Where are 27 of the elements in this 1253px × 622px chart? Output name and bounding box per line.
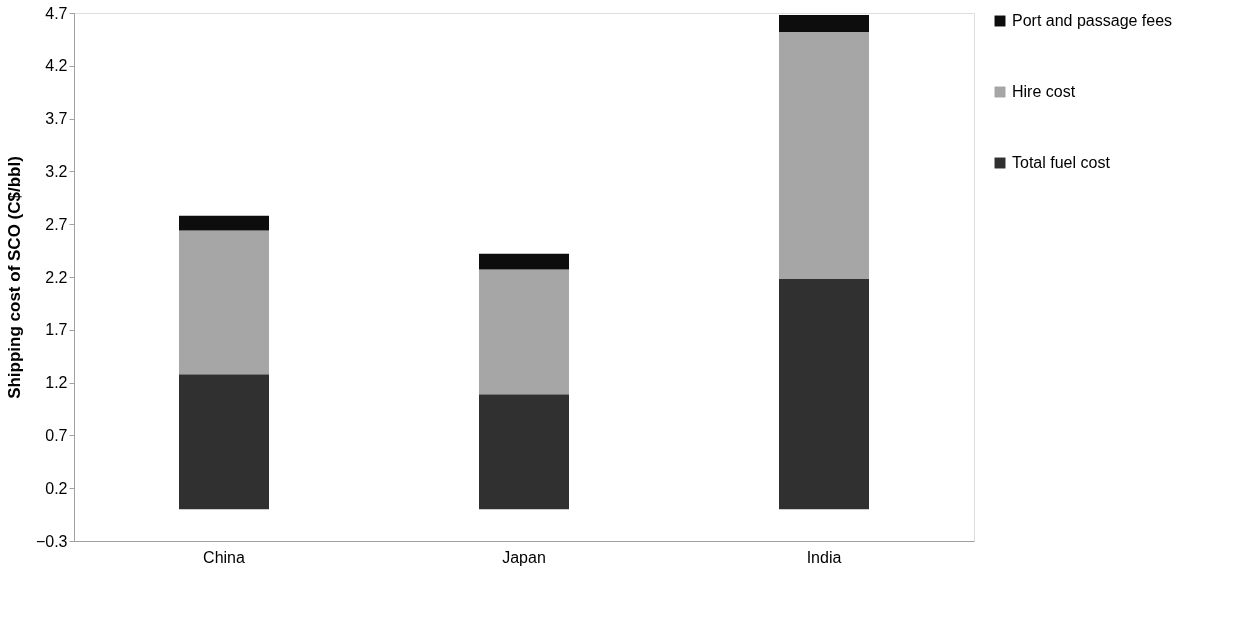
bar [179,230,269,375]
y-tick-label: 0.2 [45,479,68,497]
y-axis-title: Shipping cost of SCO (C$/bbl) [4,156,24,399]
bar [779,32,869,280]
y-tick-label: 1.2 [45,374,68,392]
bar [779,15,869,33]
legend-label: Port and passage fees [1012,12,1173,29]
bar [179,374,269,510]
bar [479,269,569,395]
y-tick-label: 0.7 [45,426,68,444]
y-tick-label: 2.7 [45,215,68,233]
y-tick-label: 4.7 [45,4,68,22]
y-tick-label: 1.7 [45,321,68,339]
y-tick-label: −0.3 [35,532,68,550]
bar [479,394,569,510]
legend-label: Total fuel cost [1012,154,1111,171]
y-tick-label: 4.2 [45,57,68,75]
bar [179,215,269,231]
y-tick-label: 3.7 [45,110,68,128]
x-tick-label: India [806,548,842,566]
x-tick-label: China [203,548,245,566]
bar [779,279,869,510]
y-tick-label: 3.2 [45,162,68,180]
bar [479,253,569,270]
legend-label: Hire cost [1012,83,1076,100]
y-tick-label: 2.2 [45,268,68,286]
x-tick-label: Japan [502,548,546,566]
